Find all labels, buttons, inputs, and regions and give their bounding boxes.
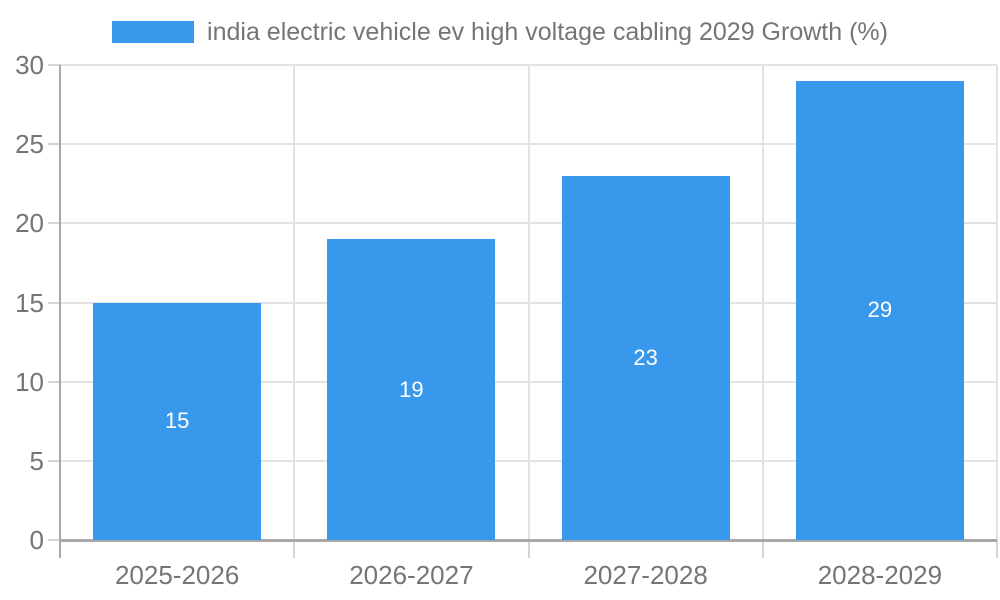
gridline-vertical bbox=[761, 65, 764, 540]
bar[interactable] bbox=[795, 80, 964, 540]
bar-value-label: 19 bbox=[399, 376, 424, 402]
x-tick-label: 2027-2028 bbox=[583, 560, 708, 590]
y-tick-label: 10 bbox=[15, 366, 44, 397]
y-axis-tick bbox=[48, 222, 60, 225]
x-axis-line bbox=[60, 539, 997, 542]
x-axis-tick bbox=[996, 540, 998, 558]
bar[interactable] bbox=[327, 239, 496, 540]
y-axis-tick bbox=[48, 539, 60, 541]
y-axis-tick bbox=[48, 380, 60, 383]
x-axis-tick bbox=[761, 540, 764, 558]
y-tick-label: 25 bbox=[15, 129, 44, 160]
x-axis-tick bbox=[293, 540, 296, 558]
x-axis-tick bbox=[527, 540, 530, 558]
x-tick-label: 2026-2027 bbox=[349, 560, 474, 590]
y-tick-label: 0 bbox=[29, 525, 44, 555]
bar-value-label: 15 bbox=[164, 408, 190, 434]
gridline-vertical bbox=[527, 65, 530, 540]
legend-swatch bbox=[112, 21, 195, 43]
chart-legend: india electric vehicle ev high voltage c… bbox=[0, 8, 1000, 56]
bar-value-label: 23 bbox=[633, 344, 658, 370]
gridline-vertical bbox=[293, 65, 296, 540]
y-axis-tick bbox=[48, 459, 60, 462]
y-axis-tick bbox=[48, 143, 60, 146]
gridline-vertical bbox=[996, 65, 998, 540]
legend-series-label: india electric vehicle ev high voltage c… bbox=[207, 17, 888, 46]
y-tick-label: 15 bbox=[15, 287, 44, 318]
y-axis-tick bbox=[48, 301, 60, 304]
bar-value-label: 29 bbox=[867, 297, 893, 323]
y-tick-label: 30 bbox=[15, 50, 44, 80]
y-tick-label: 20 bbox=[15, 208, 44, 239]
x-tick-label: 2028-2029 bbox=[817, 560, 943, 590]
y-axis-line bbox=[59, 65, 61, 558]
bar[interactable] bbox=[561, 175, 730, 540]
bar[interactable] bbox=[93, 302, 262, 540]
y-tick-label: 5 bbox=[29, 445, 44, 476]
x-tick-label: 2025-2026 bbox=[114, 560, 240, 590]
y-axis-tick bbox=[48, 64, 60, 66]
